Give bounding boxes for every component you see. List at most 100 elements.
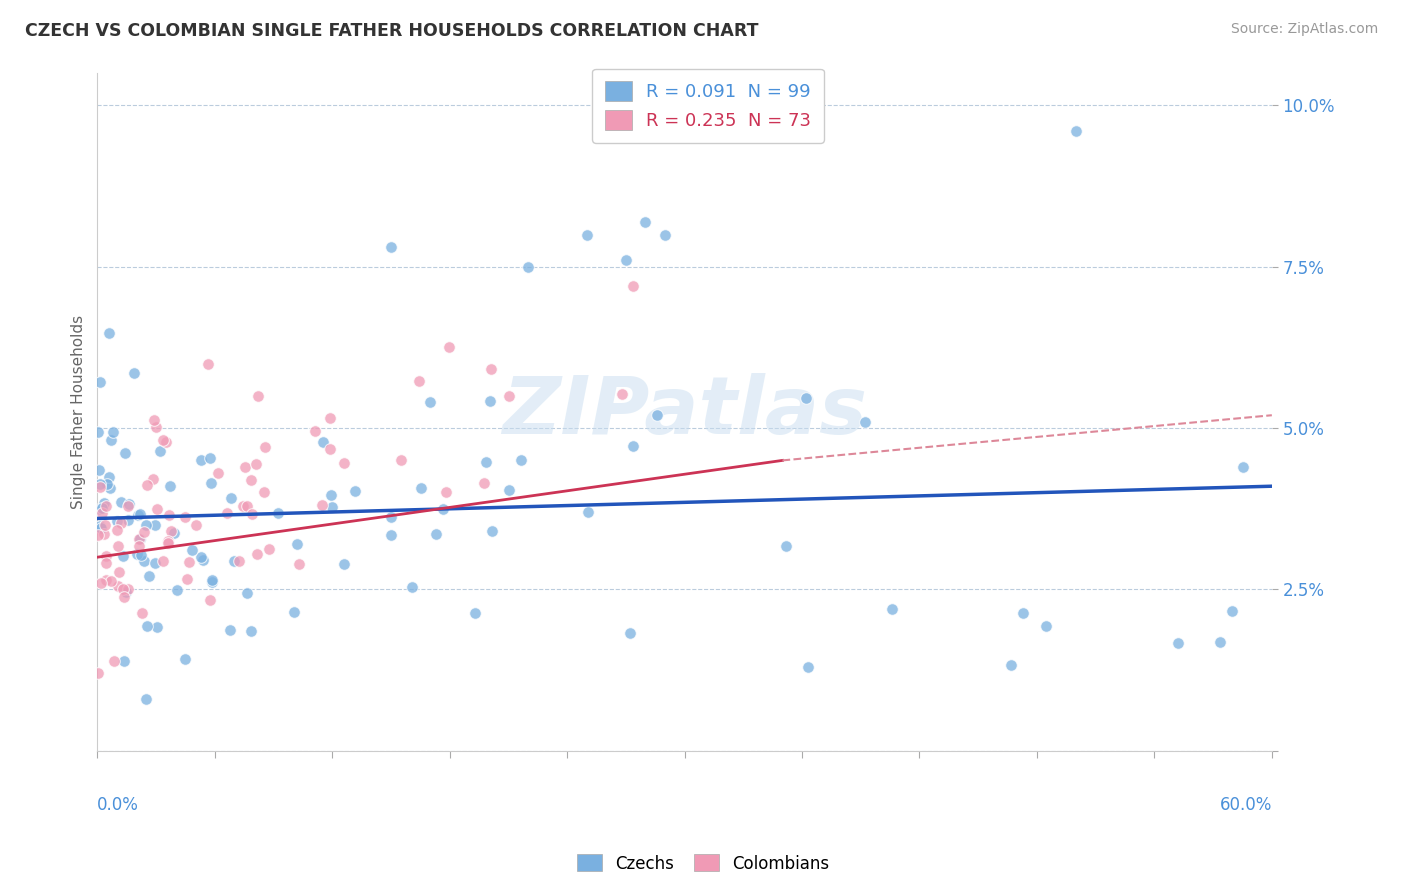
Point xyxy=(332,557,354,571)
Point xyxy=(200,475,222,490)
Y-axis label: Single Father Households: Single Father Households xyxy=(72,315,86,509)
Point xyxy=(380,240,402,254)
Point xyxy=(222,554,245,568)
Point xyxy=(333,456,356,470)
Point xyxy=(97,326,120,340)
Point xyxy=(437,340,460,354)
Point xyxy=(152,433,174,447)
Point xyxy=(134,554,156,568)
Point xyxy=(135,517,157,532)
Point xyxy=(90,506,112,520)
Point xyxy=(127,508,149,522)
Point xyxy=(509,453,531,467)
Point xyxy=(475,455,498,469)
Point xyxy=(90,576,112,591)
Point xyxy=(1035,619,1057,633)
Point xyxy=(100,574,122,589)
Point xyxy=(181,543,204,558)
Point xyxy=(112,654,135,668)
Point xyxy=(112,590,135,604)
Point xyxy=(93,518,115,533)
Point xyxy=(87,666,110,681)
Point xyxy=(1064,124,1087,138)
Point xyxy=(190,452,212,467)
Point xyxy=(432,502,454,516)
Point xyxy=(128,532,150,546)
Point xyxy=(312,434,335,449)
Point xyxy=(176,572,198,586)
Point xyxy=(245,458,267,472)
Point xyxy=(138,569,160,583)
Point xyxy=(267,506,290,520)
Point xyxy=(152,553,174,567)
Point xyxy=(97,470,120,484)
Point xyxy=(200,450,222,465)
Point xyxy=(94,556,117,570)
Point xyxy=(117,513,139,527)
Point xyxy=(118,497,141,511)
Point xyxy=(479,393,502,408)
Point xyxy=(253,485,276,500)
Point xyxy=(136,478,159,492)
Point xyxy=(89,480,111,494)
Point xyxy=(93,527,115,541)
Point xyxy=(647,408,669,422)
Point xyxy=(157,534,180,549)
Point xyxy=(236,586,259,600)
Point xyxy=(131,607,153,621)
Point xyxy=(143,556,166,570)
Point xyxy=(135,692,157,706)
Point xyxy=(578,504,600,518)
Point xyxy=(184,517,207,532)
Point xyxy=(103,654,125,668)
Point xyxy=(107,579,129,593)
Point xyxy=(200,573,222,587)
Point xyxy=(146,502,169,516)
Point xyxy=(464,606,486,620)
Point xyxy=(380,510,402,524)
Text: CZECH VS COLOMBIAN SINGLE FATHER HOUSEHOLDS CORRELATION CHART: CZECH VS COLOMBIAN SINGLE FATHER HOUSEHO… xyxy=(25,22,759,40)
Point xyxy=(219,624,242,638)
Point xyxy=(425,526,447,541)
Point xyxy=(796,659,818,673)
Point xyxy=(136,618,159,632)
Point xyxy=(321,500,343,515)
Point xyxy=(128,507,150,521)
Point xyxy=(96,477,118,491)
Point xyxy=(129,532,152,546)
Point xyxy=(242,507,264,521)
Point xyxy=(157,508,180,522)
Point xyxy=(654,227,676,242)
Point xyxy=(87,502,110,516)
Point xyxy=(1000,658,1022,673)
Point xyxy=(283,605,305,619)
Point xyxy=(285,537,308,551)
Point xyxy=(481,524,503,538)
Point xyxy=(142,472,165,486)
Point xyxy=(304,424,326,438)
Point xyxy=(159,524,181,538)
Point xyxy=(156,536,179,550)
Point xyxy=(288,557,311,571)
Point xyxy=(207,466,229,480)
Point xyxy=(89,375,111,389)
Point xyxy=(880,602,903,616)
Point xyxy=(1220,604,1243,618)
Legend: R = 0.091  N = 99, R = 0.235  N = 73: R = 0.091 N = 99, R = 0.235 N = 73 xyxy=(592,69,824,143)
Point xyxy=(498,483,520,498)
Point xyxy=(100,481,122,495)
Point xyxy=(122,366,145,380)
Point xyxy=(128,539,150,553)
Point xyxy=(794,391,817,405)
Point xyxy=(145,420,167,434)
Point xyxy=(409,481,432,495)
Point xyxy=(107,523,129,537)
Point xyxy=(419,394,441,409)
Text: ZIPatlas: ZIPatlas xyxy=(502,373,868,451)
Point xyxy=(174,510,197,524)
Point xyxy=(380,528,402,542)
Point xyxy=(198,593,221,607)
Point xyxy=(105,514,128,528)
Point xyxy=(472,476,495,491)
Point xyxy=(219,491,242,505)
